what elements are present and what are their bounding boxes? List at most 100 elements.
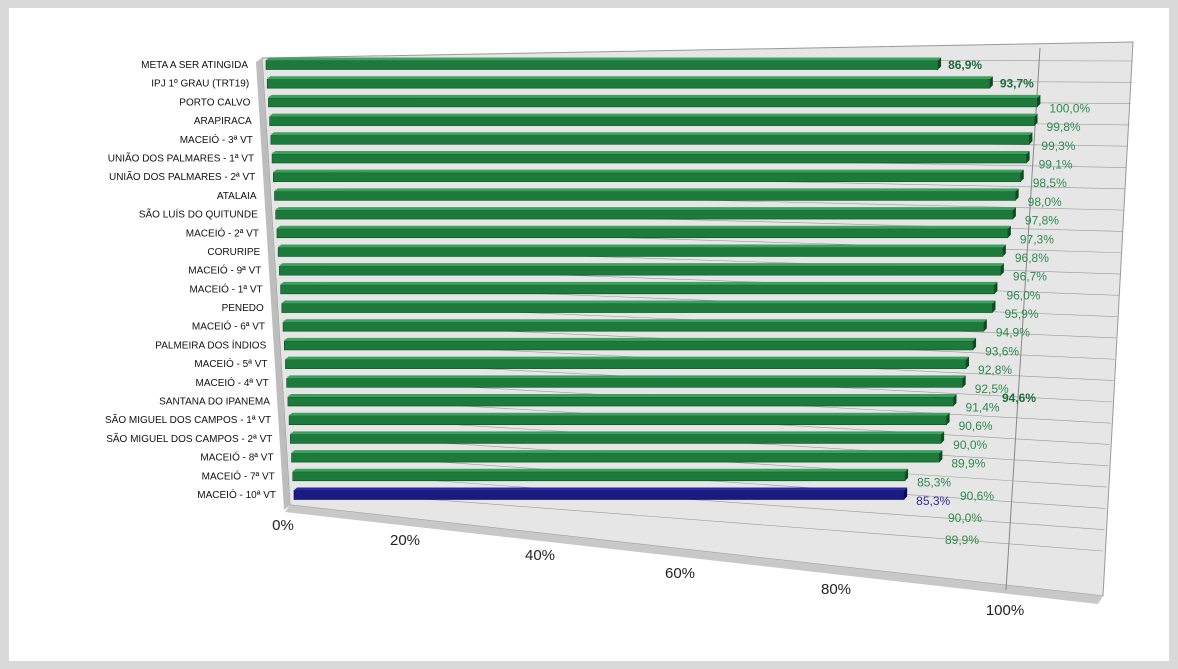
value-label: 85,3%: [916, 494, 950, 508]
bar-top-face: [269, 113, 1038, 117]
value-labels: 86,9% 93,7% 100,0% 99,8% 99,3% 99,1% 98,5% 98,0…: [916, 58, 1090, 547]
value-label: 92,8%: [978, 363, 1012, 377]
value-label: 89,9%: [951, 457, 985, 471]
value-label: 99,3%: [1041, 139, 1075, 153]
bar-top-face: [268, 94, 1041, 98]
bar-end-face: [1000, 263, 1004, 276]
bar-end-face: [938, 57, 942, 70]
bar: [282, 321, 985, 332]
bar-top-face: [274, 188, 1019, 192]
category-label: IPJ 1º GRAU (TRT19): [151, 79, 249, 90]
gridline-100: [1005, 47, 1041, 591]
bar-end-face: [941, 431, 945, 444]
bar-top-face: [267, 76, 993, 80]
bar-top-face: [285, 356, 970, 360]
category-label: SÃO MIGUEL DOS CAMPOS - 1ª VT: [105, 413, 271, 426]
bar-top-face: [278, 244, 1006, 248]
value-label: 100,0%: [1049, 101, 1090, 115]
bar-end-face: [1020, 169, 1024, 182]
value-label: 93,7%: [1000, 77, 1034, 91]
bar-end-face: [1007, 225, 1011, 238]
bar-top-face: [294, 487, 908, 491]
category-labels: META A SER ATINGIDA IPJ 1º GRAU (TRT19) PO…: [105, 60, 276, 501]
bar-end-face: [1037, 94, 1041, 107]
bar-end-face: [1026, 150, 1030, 163]
bar: [288, 415, 947, 426]
category-label: META A SER ATINGIDA: [141, 60, 248, 71]
category-label: UNIÃO DOS PALMARES - 2ª VT: [109, 170, 255, 183]
bar: [265, 60, 939, 70]
bar: [281, 303, 993, 313]
value-label: 85,3%: [917, 475, 951, 489]
category-label: MACEIÓ - 9ª VT: [188, 264, 261, 277]
bar-top-face: [276, 225, 1011, 229]
bar-top-face: [273, 169, 1024, 173]
x-axis-ticks: 0% 20% 40% 60% 80% 100%: [272, 517, 1024, 619]
bar-end-face: [1015, 188, 1019, 201]
bar: [287, 396, 954, 407]
bar-top-face: [283, 319, 987, 323]
category-label: MACEIÓ - 2ª VT: [186, 226, 259, 239]
chart-bars: [265, 57, 1041, 500]
bar-end-face: [904, 487, 908, 500]
bar-end-face: [946, 412, 950, 425]
value-label: 95,9%: [1004, 307, 1038, 321]
bar-end-face: [992, 300, 996, 313]
value-label: 98,5%: [1033, 176, 1067, 190]
bar: [283, 340, 974, 351]
bar: [291, 452, 940, 463]
x-tick-label: 0%: [272, 517, 294, 534]
bar-end-face: [1002, 244, 1006, 257]
bar: [277, 247, 1004, 257]
category-label: MACEIÓ - 5ª VT: [194, 357, 267, 370]
category-label: ATALAIA: [217, 191, 257, 202]
bar-end-face: [905, 468, 909, 481]
bar-top-face: [291, 450, 943, 454]
chart-floor: [285, 505, 1103, 604]
bar: [271, 153, 1027, 164]
value-label: 96,8%: [1015, 251, 1049, 265]
category-label: MACEIÓ - 7ª VT: [202, 469, 275, 482]
bar-end-face: [1034, 113, 1038, 126]
bar-top-face: [272, 150, 1030, 154]
bar-top-face: [279, 263, 1004, 267]
bar-top-face: [270, 132, 1033, 136]
value-label: 96,0%: [1006, 288, 1040, 302]
value-label: 90,6%: [959, 419, 993, 433]
bar-end-face: [962, 375, 966, 388]
bar: [290, 434, 942, 444]
category-label: PENEDO: [222, 303, 264, 314]
category-label: MACEIÓ - 10ª VT: [197, 488, 276, 501]
value-label: 93,6%: [985, 344, 1019, 358]
bar-end-face: [939, 450, 943, 463]
bar-top-face: [292, 468, 909, 472]
bar-top-face: [286, 375, 966, 379]
bar: [266, 78, 991, 89]
value-label: 92,5%: [975, 382, 1009, 396]
x-tick-label: 20%: [390, 532, 420, 549]
bar-end-face: [953, 394, 957, 407]
bar: [274, 191, 1016, 201]
bar: [270, 134, 1030, 145]
bar-end-face: [1012, 207, 1016, 220]
category-label: MACEIÓ - 3ª VT: [180, 133, 253, 146]
x-tick-label: 80%: [821, 581, 851, 598]
category-label: ARAPIRACA: [194, 116, 252, 127]
x-tick-label: 100%: [986, 602, 1024, 619]
extra-value-label: 90,0%: [948, 511, 982, 525]
category-label: SANTANA DO IPANEMA: [159, 397, 270, 408]
value-label: 96,7%: [1013, 270, 1047, 284]
category-label: MACEIÓ - 1ª VT: [189, 282, 262, 295]
bar-end-face: [973, 337, 977, 350]
value-label: 98,0%: [1028, 195, 1062, 209]
bar-top-face: [290, 431, 945, 435]
bar: [273, 172, 1022, 182]
category-label: MACEIÓ - 4ª VT: [196, 376, 269, 389]
bar: [268, 97, 1038, 108]
bar: [285, 359, 967, 369]
bar-end-face: [1029, 132, 1033, 145]
category-label: PORTO CALVO: [179, 97, 250, 108]
side-wall: [256, 58, 290, 510]
